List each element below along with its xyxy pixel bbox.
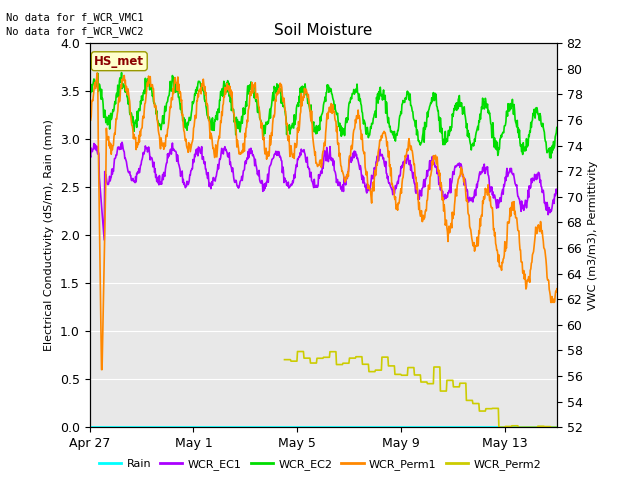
Text: No data for f_WCR_VMC1: No data for f_WCR_VMC1 — [6, 12, 144, 23]
Y-axis label: Electrical Conductivity (dS/m), Rain (mm): Electrical Conductivity (dS/m), Rain (mm… — [44, 119, 54, 351]
Title: Soil Moisture: Soil Moisture — [274, 23, 372, 38]
Legend: Rain, WCR_EC1, WCR_EC2, WCR_Perm1, WCR_Perm2: Rain, WCR_EC1, WCR_EC2, WCR_Perm1, WCR_P… — [94, 455, 546, 474]
Y-axis label: VWC (m3/m3), Permittivity: VWC (m3/m3), Permittivity — [588, 160, 598, 310]
Text: HS_met: HS_met — [94, 55, 144, 68]
Text: No data for f_WCR_VWC2: No data for f_WCR_VWC2 — [6, 26, 144, 37]
